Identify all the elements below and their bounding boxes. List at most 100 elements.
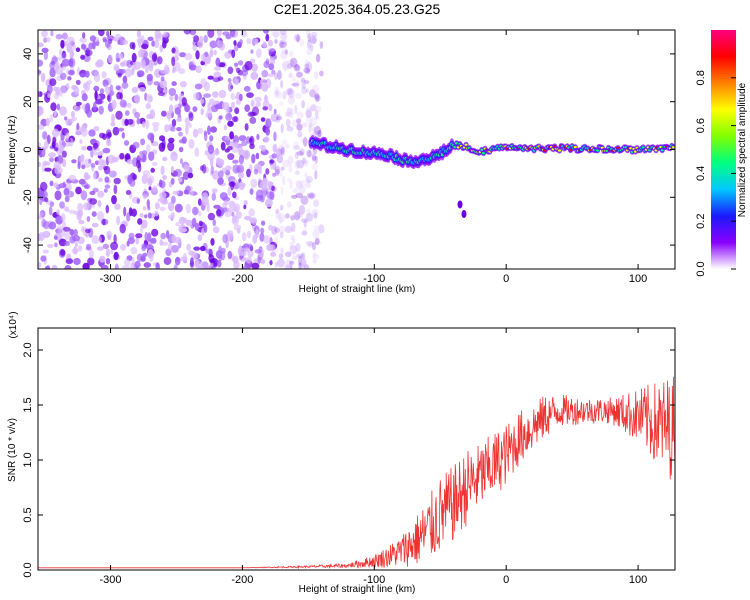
noise-speckle <box>289 108 294 119</box>
noise-speckle <box>275 117 280 124</box>
noise-speckle <box>176 127 182 132</box>
noise-speckle <box>82 32 86 39</box>
noise-speckle <box>41 47 49 53</box>
noise-speckle <box>166 110 172 116</box>
noise-speckle <box>218 89 227 99</box>
noise-speckle <box>96 211 105 221</box>
noise-speckle <box>168 88 177 96</box>
noise-speckle <box>153 262 156 267</box>
noise-speckle <box>122 39 129 45</box>
noise-speckle <box>286 126 294 132</box>
noise-speckle <box>189 257 194 267</box>
noise-speckle <box>315 105 322 113</box>
noise-speckle <box>286 143 290 149</box>
noise-speckle <box>248 208 255 217</box>
noise-speckle <box>303 137 308 147</box>
noise-speckle <box>98 165 103 171</box>
noise-speckle <box>142 252 148 257</box>
noise-speckle <box>312 258 318 264</box>
noise-speckle <box>57 229 66 238</box>
noise-speckle <box>233 203 241 213</box>
noise-speckle <box>296 213 304 219</box>
noise-speckle <box>65 132 70 141</box>
noise-speckle <box>310 104 317 112</box>
noise-speckle <box>173 62 181 72</box>
noise-speckle <box>159 79 168 89</box>
noise-speckle <box>284 49 288 55</box>
noise-speckle <box>218 115 223 120</box>
noise-speckle <box>146 244 154 251</box>
noise-speckle <box>148 186 152 191</box>
noise-speckle <box>314 240 322 246</box>
noise-speckle <box>157 91 165 97</box>
noise-speckle <box>38 146 42 156</box>
noise-speckle <box>188 139 195 149</box>
noise-speckle <box>306 48 313 56</box>
noise-speckle <box>110 249 114 255</box>
noise-speckle <box>59 201 65 209</box>
noise-speckle <box>273 235 278 245</box>
noise-speckle <box>160 76 165 82</box>
noise-speckle <box>138 87 146 92</box>
y-tick-label: 40 <box>22 48 34 60</box>
noise-speckle <box>64 231 70 241</box>
noise-speckle <box>101 71 107 79</box>
noise-speckle <box>119 152 125 160</box>
noise-speckle <box>160 69 168 74</box>
noise-speckle <box>154 39 160 49</box>
noise-speckle <box>305 69 310 75</box>
noise-speckle <box>228 181 236 187</box>
noise-speckle <box>216 40 224 48</box>
noise-speckle <box>86 243 92 251</box>
noise-speckle <box>87 257 95 266</box>
noise-speckle <box>269 260 273 266</box>
noise-speckle <box>126 159 133 165</box>
noise-speckle <box>38 91 41 97</box>
noise-speckle <box>247 250 254 258</box>
noise-speckle <box>79 37 87 43</box>
noise-speckle <box>317 130 322 138</box>
noise-speckle <box>314 237 320 245</box>
noise-speckle <box>147 36 154 41</box>
noise-speckle <box>203 224 208 233</box>
noise-speckle <box>275 91 283 99</box>
noise-speckle <box>172 190 180 195</box>
noise-speckle <box>261 144 266 152</box>
noise-speckle <box>304 182 312 189</box>
noise-speckle <box>81 164 86 170</box>
noise-speckle <box>88 129 96 137</box>
noise-speckle <box>292 187 299 194</box>
noise-speckle <box>141 59 146 69</box>
noise-speckle <box>260 259 266 265</box>
noise-speckle <box>156 33 163 38</box>
noise-speckle <box>56 103 61 111</box>
noise-speckle <box>212 219 217 227</box>
noise-speckle <box>171 119 177 127</box>
noise-speckle <box>146 199 150 208</box>
noise-speckle <box>190 190 194 196</box>
noise-speckle <box>77 209 84 217</box>
noise-speckle <box>96 246 104 251</box>
noise-speckle <box>286 201 292 208</box>
noise-speckle <box>301 86 307 95</box>
noise-speckle <box>91 222 99 228</box>
noise-speckle <box>250 178 258 188</box>
noise-speckle <box>77 202 84 212</box>
noise-speckle <box>64 240 70 246</box>
noise-speckle <box>300 218 309 223</box>
noise-speckle <box>305 114 313 124</box>
noise-speckle <box>311 84 320 94</box>
noise-speckle <box>227 153 235 161</box>
noise-speckle <box>256 133 260 140</box>
noise-speckle <box>73 257 81 266</box>
noise-speckle <box>38 262 42 268</box>
noise-speckle <box>215 250 223 259</box>
signal-core <box>557 149 562 152</box>
noise-speckle <box>171 56 176 67</box>
noise-speckle <box>167 214 174 219</box>
noise-speckle <box>269 159 275 164</box>
noise-speckle <box>280 186 284 195</box>
noise-speckle <box>313 199 319 207</box>
noise-speckle <box>83 82 88 90</box>
noise-speckle <box>92 101 97 111</box>
